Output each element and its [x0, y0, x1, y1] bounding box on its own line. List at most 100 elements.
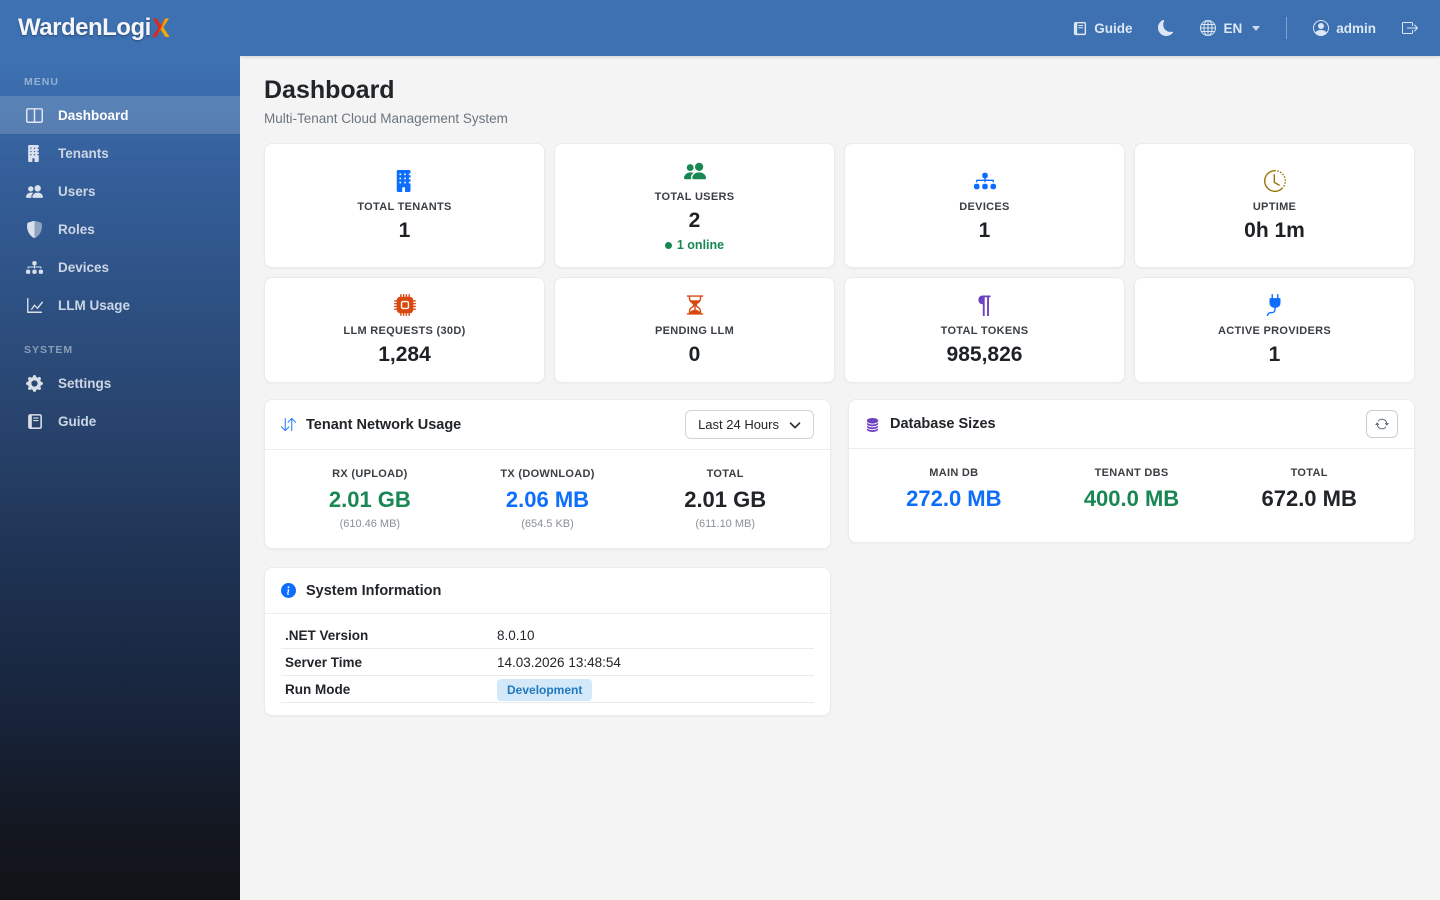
stat-card-total-tenants: TOTAL TENANTS 1: [264, 143, 545, 268]
chevron-down-icon: [1252, 25, 1261, 31]
dotnet-version-value: 8.0.10: [497, 627, 535, 643]
stat-value: 1,284: [378, 343, 431, 366]
stat-card-devices: DEVICES 1: [844, 143, 1125, 268]
stat-label: LLM REQUESTS (30D): [343, 325, 466, 337]
sidebar-item-label: LLM Usage: [58, 297, 131, 313]
language-selector[interactable]: EN: [1200, 20, 1261, 36]
panels-grid: Tenant Network Usage Last 24 Hours RX (U…: [264, 399, 1415, 549]
sidebar-item-devices[interactable]: Devices: [0, 248, 240, 286]
brand-accent: X: [151, 12, 170, 43]
stats-grid: TOTAL TENANTS 1 TOTAL USERS 2 1 online D…: [264, 143, 1415, 383]
stat-value: 2: [688, 209, 701, 232]
system-info-row: Server Time 14.03.2026 13:48:54: [281, 649, 814, 676]
sidebar-item-users[interactable]: Users: [0, 172, 240, 210]
database-sizes-header: Database Sizes: [849, 400, 1414, 449]
sidebar-item-label: Devices: [58, 259, 110, 275]
system-info-body: .NET Version 8.0.10 Server Time 14.03.20…: [265, 614, 830, 715]
sitemap-icon: [973, 169, 996, 193]
stat-label: PENDING LLM: [654, 325, 735, 337]
metric-tx-download: TX (DOWNLOAD) 2.06 MB (654.5 KB): [500, 468, 595, 530]
layout-columns-icon: [25, 106, 43, 124]
topbar-divider: [1286, 17, 1288, 39]
language-label: EN: [1223, 20, 1243, 36]
sidebar-item-label: Users: [58, 183, 96, 199]
hourglass-icon: [684, 293, 706, 317]
stat-card-pending-llm: PENDING LLM 0: [554, 277, 835, 383]
brand-logo[interactable]: WardenLogi X: [0, 0, 240, 56]
building-icon: [25, 144, 43, 162]
run-mode-badge: Development: [497, 678, 593, 701]
stat-card-active-providers: ACTIVE PROVIDERS 1: [1134, 277, 1415, 383]
metric-tenant-dbs: TENANT DBS 400.0 MB: [1083, 467, 1180, 511]
system-info-row: Run Mode Development: [281, 676, 814, 703]
system-info-title: System Information: [281, 583, 441, 599]
sitemap-icon: [25, 258, 43, 276]
building-icon: [394, 169, 416, 193]
sidebar-item-settings[interactable]: Settings: [0, 364, 240, 402]
moon-icon: [1158, 20, 1174, 36]
online-dot-icon: [664, 241, 672, 249]
stat-value: 0: [688, 343, 701, 366]
page-subtitle: Multi-Tenant Cloud Management System: [264, 111, 508, 126]
stat-card-llm-requests: LLM REQUESTS (30D) 1,284: [264, 277, 545, 383]
system-info-panel: System Information .NET Version 8.0.10 S…: [264, 567, 831, 716]
network-usage-header: Tenant Network Usage Last 24 Hours: [265, 400, 830, 450]
stat-label: UPTIME: [1252, 200, 1297, 213]
pilcrow-icon: ¶: [977, 291, 992, 319]
main-content: Dashboard Multi-Tenant Cloud Management …: [240, 0, 1440, 900]
stat-label: ACTIVE PROVIDERS: [1218, 325, 1331, 337]
book-icon: [1074, 21, 1087, 35]
topbar-guide-button[interactable]: Guide: [1072, 21, 1132, 36]
sign-out-icon: [1402, 22, 1418, 34]
plug-icon: [1264, 293, 1286, 317]
metric-rx-upload: RX (UPLOAD) 2.01 GB (610.46 MB): [328, 468, 411, 530]
clock-history-icon: [1263, 169, 1286, 193]
cpu-icon: [393, 293, 416, 317]
stat-value: 985,826: [946, 343, 1023, 366]
stat-label: DEVICES: [959, 200, 1010, 213]
sidebar-item-label: Dashboard: [58, 107, 129, 123]
sidebar-item-guide[interactable]: Guide: [0, 402, 240, 440]
shield-icon: [25, 220, 43, 238]
database-sizes-panel: Database Sizes MAIN DB 272.0 MB TENANT D…: [848, 399, 1415, 543]
sidebar-heading-menu: MENU: [24, 76, 59, 88]
stat-label: TOTAL TENANTS: [357, 200, 452, 213]
online-status: 1 online: [664, 238, 724, 252]
metric-network-total: TOTAL 2.01 GB (611.10 MB): [684, 468, 767, 530]
metric-main-db: MAIN DB 272.0 MB: [906, 467, 1002, 511]
stat-value: 1: [978, 218, 991, 242]
info-circle-icon: [281, 583, 296, 598]
time-range-select[interactable]: Last 24 Hours: [685, 410, 814, 439]
arrow-down-up-icon: [281, 417, 296, 432]
topbar-guide-label: Guide: [1094, 20, 1133, 36]
stat-label: TOTAL TOKENS: [940, 325, 1029, 337]
sidebar-item-tenants[interactable]: Tenants: [0, 134, 240, 172]
stat-card-total-tokens: ¶ TOTAL TOKENS 985,826: [844, 277, 1125, 383]
refresh-button[interactable]: [1366, 410, 1398, 438]
system-info-row: .NET Version 8.0.10: [281, 622, 814, 649]
sidebar-item-llm-usage[interactable]: LLM Usage: [0, 286, 240, 324]
stat-value: 0h 1m: [1244, 218, 1305, 242]
sidebar-item-label: Roles: [58, 221, 95, 237]
stat-value: 1: [398, 218, 411, 242]
stat-value: 1: [1268, 343, 1281, 366]
sidebar-item-label: Tenants: [58, 145, 109, 161]
people-icon: [25, 182, 43, 200]
sidebar-item-dashboard[interactable]: Dashboard: [0, 96, 240, 134]
gear-icon: [25, 374, 43, 392]
chart-line-icon: [25, 296, 43, 314]
sidebar-item-roles[interactable]: Roles: [0, 210, 240, 248]
book-icon: [25, 412, 43, 430]
database-sizes-body: MAIN DB 272.0 MB TENANT DBS 400.0 MB TOT…: [849, 449, 1414, 542]
network-usage-title: Tenant Network Usage: [281, 417, 461, 433]
user-menu[interactable]: admin: [1313, 20, 1376, 36]
network-usage-body: RX (UPLOAD) 2.01 GB (610.46 MB) TX (DOWN…: [265, 450, 830, 548]
sidebar-item-label: Guide: [58, 413, 97, 429]
sidebar: WardenLogi X MENU Dashboard Tenants Users…: [0, 0, 240, 900]
sidebar-heading-system: SYSTEM: [24, 344, 74, 356]
logout-button[interactable]: [1402, 20, 1418, 36]
dark-mode-toggle[interactable]: [1158, 20, 1174, 36]
chevron-down-icon: [789, 421, 801, 428]
brand-name: WardenLogi: [18, 14, 151, 41]
database-icon: [866, 417, 879, 432]
